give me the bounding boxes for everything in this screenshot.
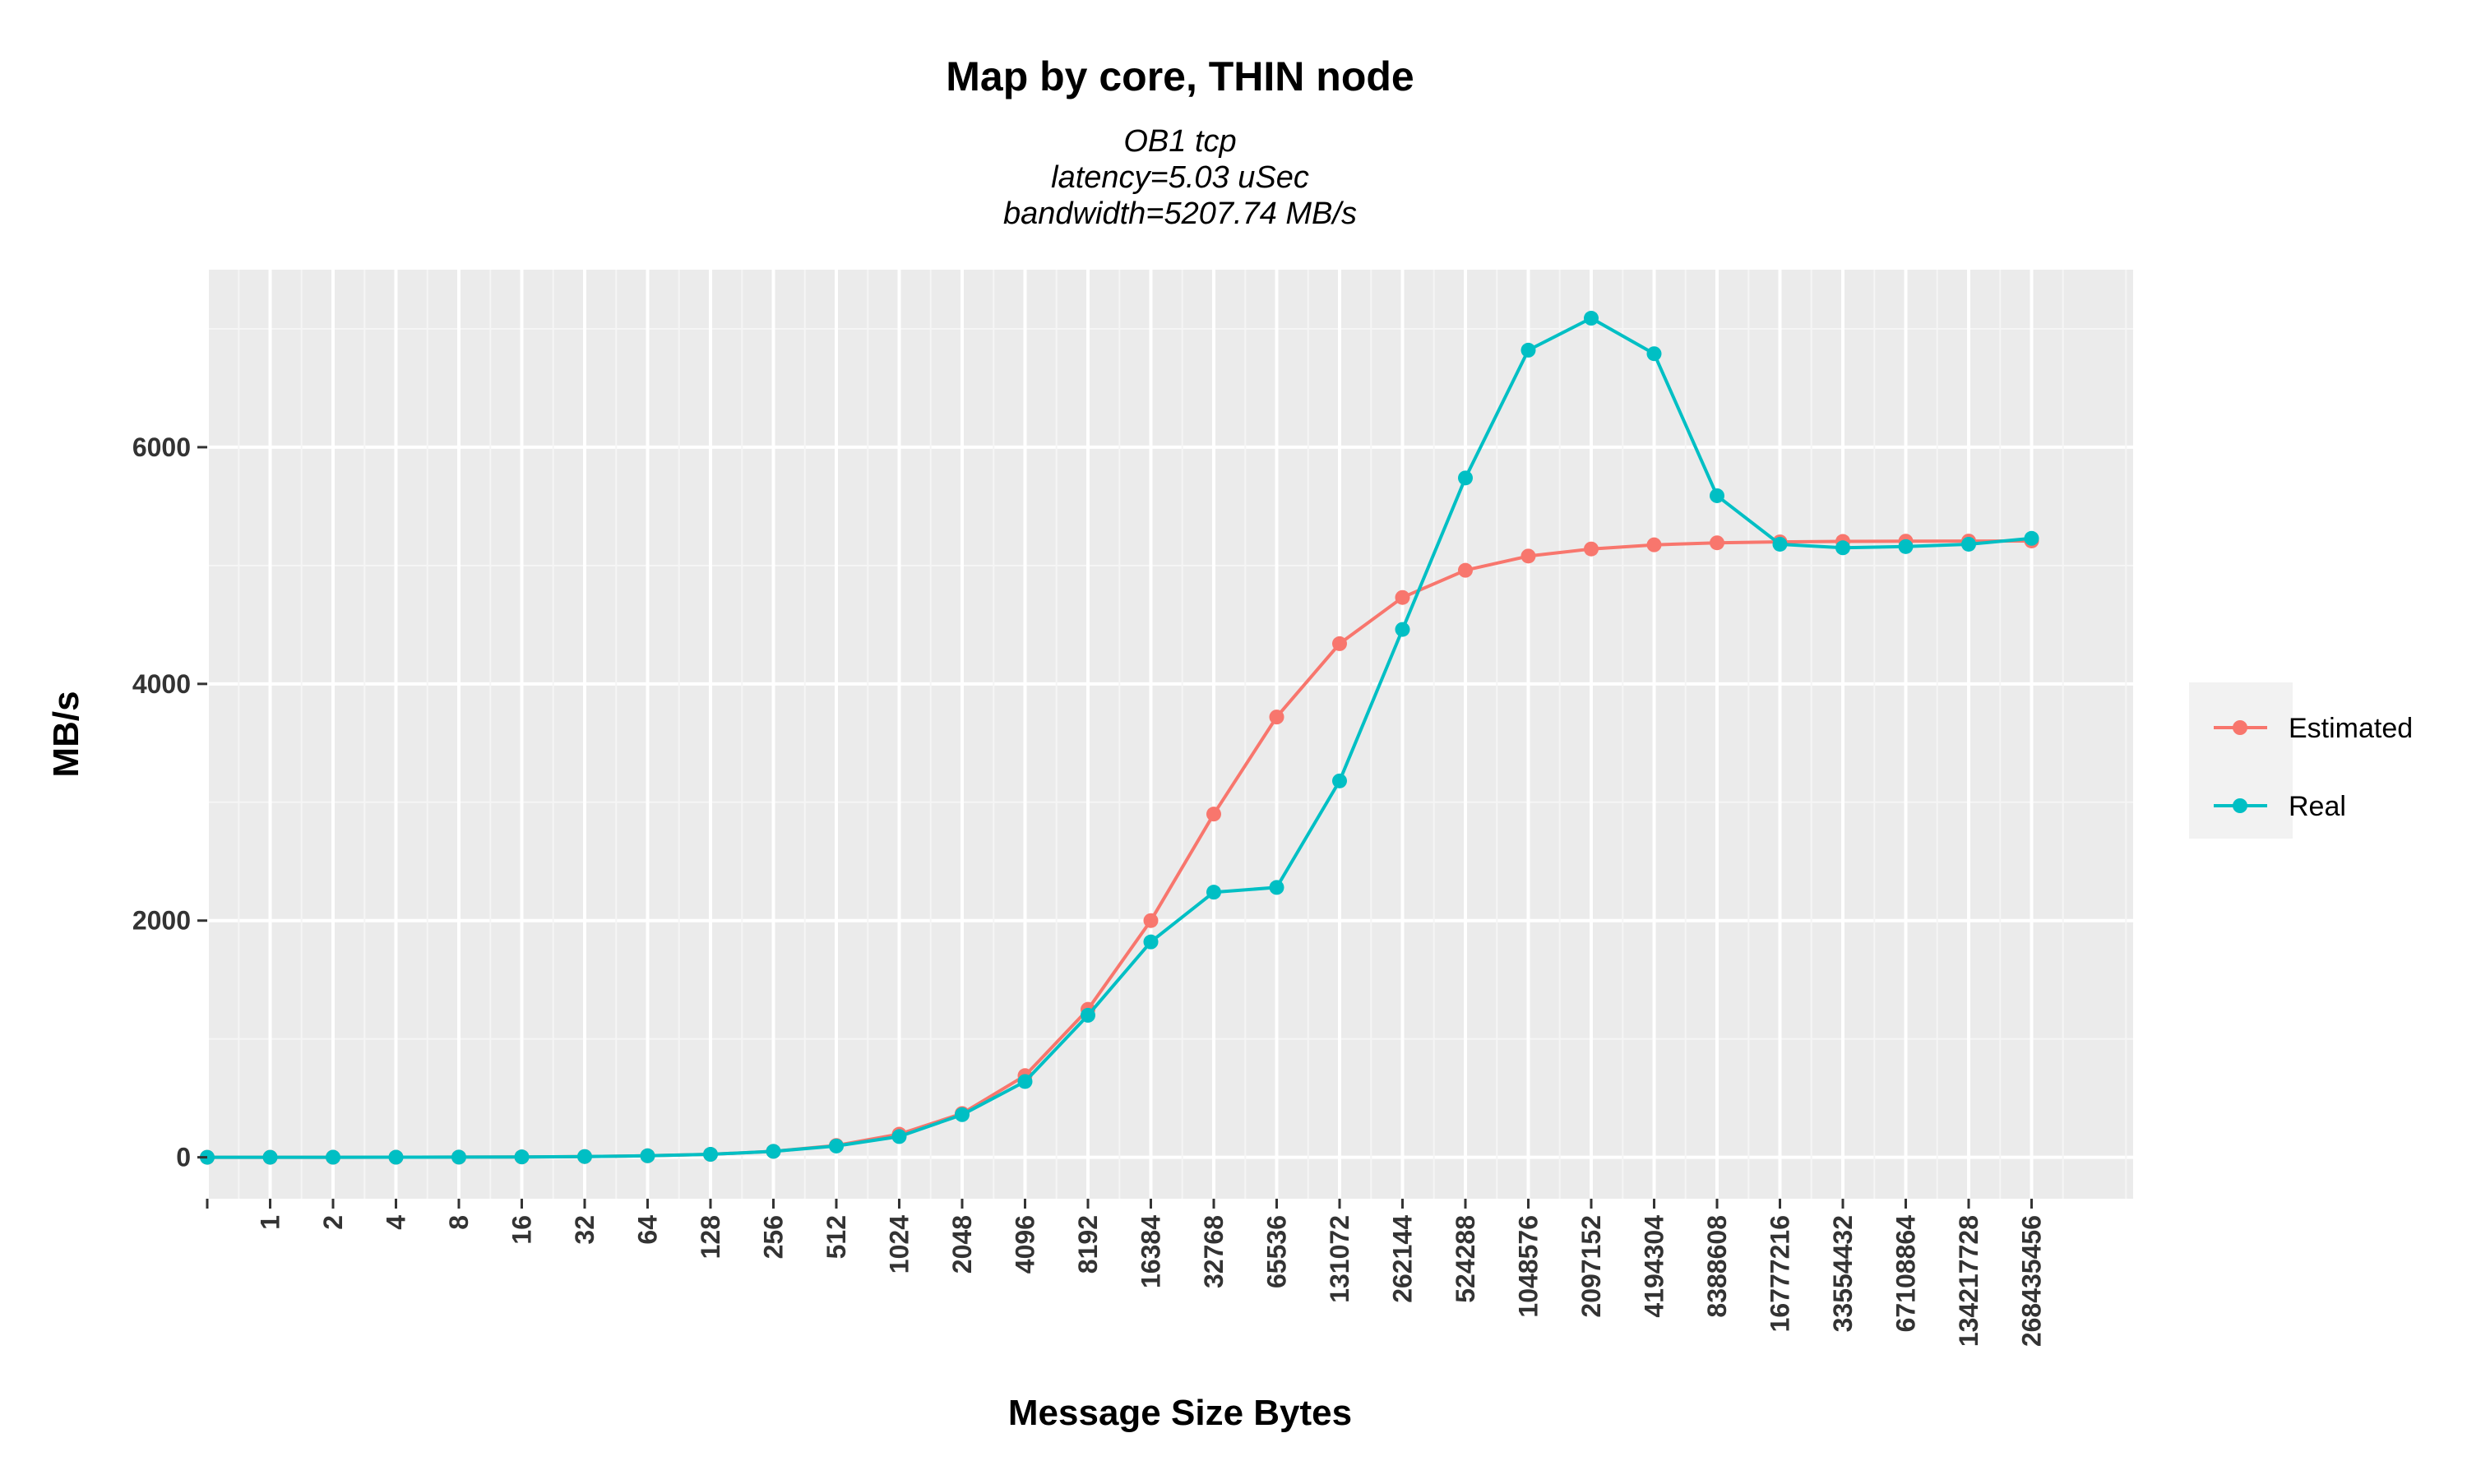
data-point-real (2024, 530, 2039, 546)
data-point-real (1081, 1007, 1095, 1023)
data-point-real (1646, 346, 1662, 362)
y-tick-label: 2000 (132, 906, 191, 936)
data-point-estimated (1520, 548, 1536, 564)
legend-background (2189, 682, 2293, 839)
y-tick-label: 6000 (132, 432, 191, 462)
data-point-real (703, 1147, 718, 1163)
x-tick-label: 4096 (1011, 1215, 1040, 1274)
data-point-estimated (1646, 537, 1662, 552)
data-point-real (1961, 536, 1976, 552)
x-tick-label: 16777216 (1766, 1215, 1795, 1332)
x-axis-title: Message Size Bytes (1008, 1393, 1352, 1433)
legend: Estimated Real (2189, 682, 2413, 839)
data-point-real (1332, 773, 1347, 788)
x-tick-label: 8 (444, 1215, 474, 1230)
data-point-real (1395, 622, 1410, 637)
data-point-estimated (1206, 807, 1221, 822)
data-point-real (1772, 536, 1788, 552)
x-tick-label: 8388608 (1702, 1215, 1732, 1318)
y-axis-title: MB/s (46, 691, 86, 777)
x-tick-label: 64 (633, 1215, 663, 1245)
data-point-real (1458, 470, 1473, 486)
x-tick-label: 16 (507, 1215, 537, 1245)
data-point-estimated (1395, 589, 1410, 605)
data-point-real (451, 1149, 466, 1165)
x-tick-label: 16384 (1136, 1215, 1166, 1288)
data-point-estimated (1269, 710, 1284, 725)
x-tick-label: 4 (382, 1215, 411, 1230)
legend-point-estimated (2233, 720, 2247, 735)
data-point-real (1835, 540, 1850, 556)
data-point-real (1584, 311, 1599, 326)
chart-subtitle-line-2: latency=5.03 uSec (1051, 160, 1309, 195)
data-point-real (891, 1129, 907, 1144)
data-point-real (326, 1149, 340, 1165)
legend-label-estimated: Estimated (2289, 713, 2413, 744)
x-tick-label: 65536 (1262, 1215, 1292, 1288)
data-point-estimated (1332, 636, 1347, 651)
data-point-real (514, 1149, 530, 1165)
data-point-real (262, 1149, 278, 1165)
x-tick-label: 33554432 (1828, 1215, 1858, 1332)
x-tick-label: 131072 (1325, 1215, 1354, 1303)
data-point-real (955, 1107, 970, 1122)
x-tick-label: 8192 (1073, 1215, 1103, 1274)
x-tick-label: 1 (256, 1215, 285, 1230)
data-point-estimated (1584, 541, 1599, 557)
grid-lines (206, 270, 2133, 1199)
x-tick-label: 1024 (885, 1215, 914, 1274)
y-axis-ticks: 0 2000 4000 6000 (132, 432, 207, 1172)
x-tick-label: 268435456 (2017, 1215, 2047, 1347)
x-tick-label: 256 (759, 1215, 789, 1259)
x-tick-label: 2048 (947, 1215, 977, 1274)
chart-subtitle-line-1: OB1 tcp (1123, 124, 1236, 159)
legend-label-real: Real (2289, 791, 2346, 822)
x-tick-label: 524288 (1451, 1215, 1480, 1303)
x-tick-label: 4194304 (1640, 1215, 1669, 1318)
x-tick-label: 134217728 (1954, 1215, 1983, 1347)
x-tick-label: 128 (696, 1215, 725, 1259)
data-point-real (1269, 880, 1284, 895)
y-tick-label: 4000 (132, 669, 191, 699)
x-tick-label: 512 (822, 1215, 851, 1259)
x-tick-label: 32 (570, 1215, 599, 1245)
x-tick-label: 2097152 (1576, 1215, 1606, 1318)
x-axis-ticks: 1 2 4 8 16 32 64 128 256 512 1024 2048 4096 8192 16384… (206, 1199, 2047, 1347)
x-tick-label: 2 (318, 1215, 348, 1230)
data-point-real (1206, 885, 1221, 900)
data-point-real (1143, 934, 1159, 950)
x-tick-label: 32768 (1199, 1215, 1229, 1288)
series-line-real (207, 317, 2032, 1159)
data-point-real (1017, 1074, 1033, 1089)
x-tick-label: 1048576 (1514, 1215, 1544, 1318)
data-point-estimated (1710, 535, 1724, 551)
data-point-estimated (1458, 562, 1473, 578)
x-tick-label: 67108864 (1891, 1215, 1921, 1333)
data-point-real (766, 1144, 781, 1159)
y-tick-label: 0 (176, 1143, 191, 1172)
chart-subtitle-line-3: bandwidth=5207.74 MB/s (1003, 196, 1357, 231)
data-point-real (577, 1149, 592, 1164)
x-tick-label: 262144 (1388, 1215, 1418, 1303)
legend-point-real (2233, 798, 2247, 813)
data-point-estimated (1143, 913, 1159, 928)
data-point-real (829, 1138, 844, 1153)
data-point-real (388, 1149, 404, 1165)
data-point-real (1520, 342, 1536, 358)
data-point-real (1710, 488, 1724, 503)
series-layer (200, 311, 2039, 1165)
chart-title: Map by core, THIN node (946, 53, 1414, 99)
data-point-real (1898, 539, 1914, 554)
data-point-real (640, 1148, 655, 1163)
